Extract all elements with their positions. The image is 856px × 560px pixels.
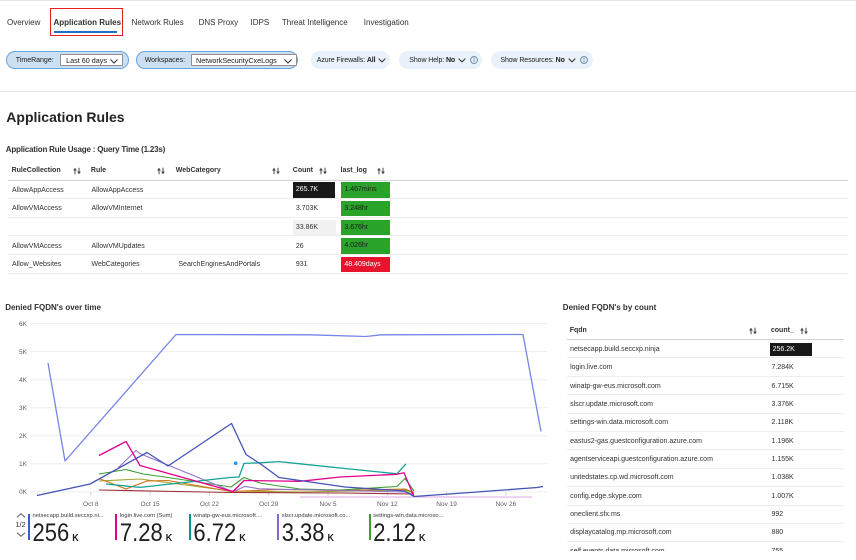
svg-text:3K: 3K: [19, 405, 28, 412]
svg-text:1K: 1K: [19, 461, 28, 468]
svg-text:Oct 15: Oct 15: [141, 501, 161, 508]
svg-text:6K: 6K: [19, 321, 28, 328]
svg-text:Oct 8: Oct 8: [83, 501, 99, 508]
svg-text:Oct 29: Oct 29: [259, 501, 279, 508]
svg-text:Nov 26: Nov 26: [496, 501, 517, 508]
svg-text:Nov 12: Nov 12: [377, 501, 398, 508]
svg-text:Oct 22: Oct 22: [200, 501, 220, 508]
svg-text:2K: 2K: [19, 433, 28, 440]
svg-text:Nov 19: Nov 19: [436, 501, 457, 508]
svg-text:4K: 4K: [19, 377, 28, 384]
svg-text:5K: 5K: [19, 349, 28, 356]
svg-text:0K: 0K: [19, 489, 28, 496]
svg-text:Nov 5: Nov 5: [320, 501, 337, 508]
